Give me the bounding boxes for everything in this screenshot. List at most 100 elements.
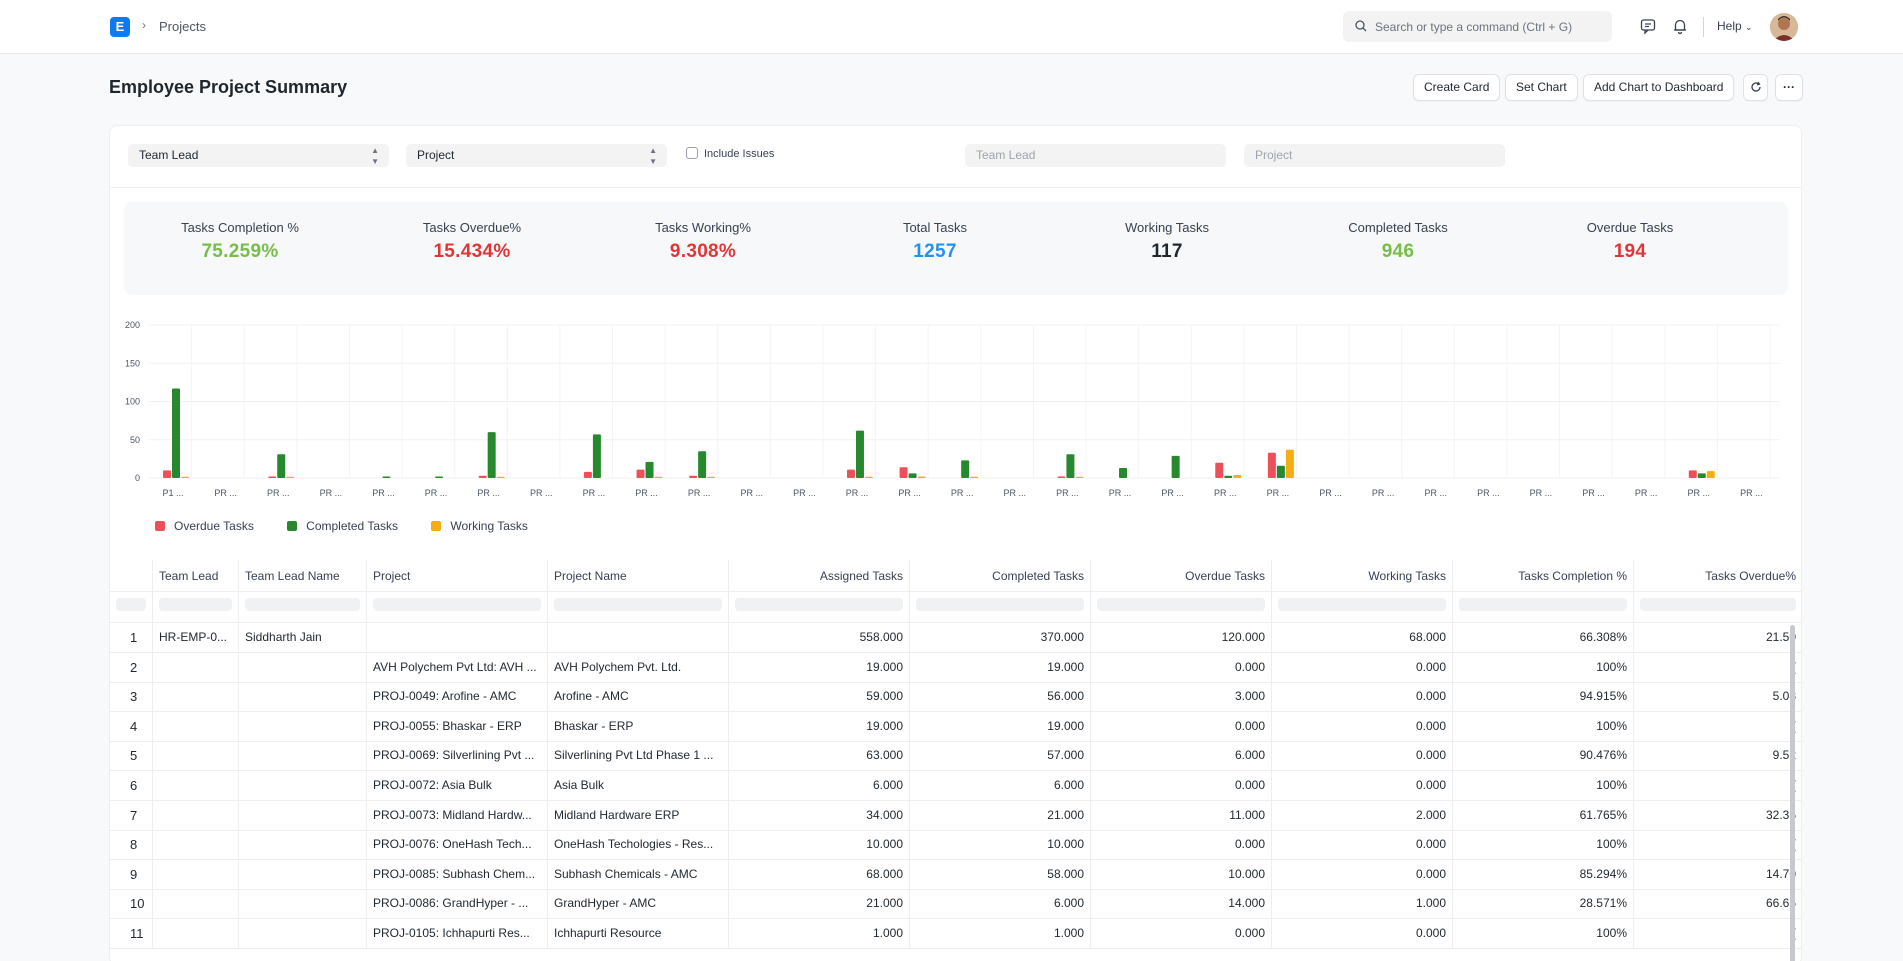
bar-overdue-tasks[interactable] <box>1215 462 1224 478</box>
bar-overdue-tasks[interactable] <box>1267 452 1276 478</box>
team-lead-select[interactable]: Team Lead ▲ ▼ <box>128 144 389 167</box>
bar-working-tasks[interactable] <box>917 476 926 478</box>
cell-tasks-overdue[interactable]: 21.50 <box>1634 623 1801 652</box>
cell-completed-tasks[interactable]: 21.000 <box>910 800 1091 830</box>
cell-working-tasks[interactable]: 1.000 <box>1272 889 1453 919</box>
cell-assigned-tasks[interactable]: 59.000 <box>729 682 910 712</box>
cell-tasks-completion[interactable]: 100% <box>1453 830 1634 860</box>
filter-input[interactable] <box>245 598 360 611</box>
cell-team-lead-name[interactable] <box>239 741 367 771</box>
bar-working-tasks[interactable] <box>970 476 979 478</box>
cell-assigned-tasks[interactable]: 68.000 <box>729 859 910 889</box>
bar-completed-tasks[interactable] <box>277 454 286 478</box>
cell-project[interactable]: PROJ-0076: OneHash Tech... <box>367 830 548 860</box>
bar-completed-tasks[interactable] <box>435 476 444 478</box>
add-chart-to-dashboard-button[interactable]: Add Chart to Dashboard <box>1583 74 1735 101</box>
filter-input[interactable] <box>735 598 903 611</box>
cell-tasks-overdue[interactable]: ( <box>1634 771 1801 800</box>
cell-tasks-completion[interactable]: 66.308% <box>1453 623 1634 652</box>
cell-team-lead[interactable] <box>153 919 239 948</box>
chat-icon[interactable] <box>1639 17 1657 35</box>
cell-team-lead[interactable] <box>153 711 239 741</box>
checkbox-box[interactable] <box>686 147 698 159</box>
bar-completed-tasks[interactable] <box>592 434 601 478</box>
cell-working-tasks[interactable]: 68.000 <box>1272 623 1453 652</box>
cell-tasks-overdue[interactable]: 32.35 <box>1634 801 1801 830</box>
bar-completed-tasks[interactable] <box>172 388 180 478</box>
cell-project[interactable]: PROJ-0069: Silverlining Pvt ... <box>367 741 548 771</box>
legend-item-overdue[interactable]: Overdue Tasks <box>155 519 254 533</box>
cell-team-lead-name[interactable] <box>239 859 367 889</box>
cell-project[interactable]: PROJ-0105: Ichhapurti Res... <box>367 919 548 948</box>
cell-tasks-completion[interactable]: 90.476% <box>1453 741 1634 771</box>
cell-team-lead-name[interactable]: Siddharth Jain <box>239 623 367 652</box>
cell-tasks-completion[interactable]: 100% <box>1453 919 1634 948</box>
cell-overdue-tasks[interactable]: 10.000 <box>1091 859 1272 889</box>
bar-working-tasks[interactable] <box>864 476 873 478</box>
column-header-project[interactable]: Project <box>367 560 548 591</box>
include-issues-checkbox[interactable]: Include Issues <box>686 147 774 160</box>
cell-completed-tasks[interactable]: 370.000 <box>910 623 1091 652</box>
column-header-team-lead-name[interactable]: Team Lead Name <box>239 560 367 591</box>
cell-overdue-tasks[interactable]: 120.000 <box>1091 623 1272 652</box>
cell-tasks-overdue[interactable]: ( <box>1634 830 1801 859</box>
cell-tasks-overdue[interactable]: ( <box>1634 712 1801 741</box>
cell-overdue-tasks[interactable]: 14.000 <box>1091 889 1272 919</box>
column-header-completed-tasks[interactable]: Completed Tasks <box>910 560 1091 591</box>
cell-tasks-completion[interactable]: 100% <box>1453 652 1634 682</box>
cell-assigned-tasks[interactable]: 6.000 <box>729 771 910 800</box>
cell-project-name[interactable]: Subhash Chemicals - AMC <box>548 859 729 889</box>
filter-input[interactable] <box>1278 598 1446 611</box>
cell-working-tasks[interactable]: 0.000 <box>1272 830 1453 860</box>
cell-tasks-overdue[interactable]: ( <box>1634 653 1801 682</box>
filter-input[interactable] <box>159 598 232 611</box>
cell-project-name[interactable]: OneHash Techologies - Res... <box>548 830 729 860</box>
team-lead-filter-input[interactable]: Team Lead <box>965 144 1226 167</box>
more-menu-button[interactable]: ··· <box>1775 74 1803 101</box>
cell-assigned-tasks[interactable]: 19.000 <box>729 652 910 682</box>
cell-project[interactable]: PROJ-0073: Midland Hardw... <box>367 800 548 830</box>
cell-completed-tasks[interactable]: 56.000 <box>910 682 1091 712</box>
cell-assigned-tasks[interactable]: 21.000 <box>729 889 910 919</box>
refresh-button[interactable] <box>1743 74 1768 101</box>
cell-team-lead[interactable] <box>153 741 239 771</box>
cell-tasks-overdue[interactable]: 14.70 <box>1634 860 1801 889</box>
cell-assigned-tasks[interactable]: 63.000 <box>729 741 910 771</box>
cell-overdue-tasks[interactable]: 0.000 <box>1091 830 1272 860</box>
cell-team-lead-name[interactable] <box>239 711 367 741</box>
column-header-team-lead[interactable]: Team Lead <box>153 560 239 591</box>
cell-project[interactable]: PROJ-0086: GrandHyper - ... <box>367 889 548 919</box>
bar-completed-tasks[interactable] <box>1276 465 1285 478</box>
cell-completed-tasks[interactable]: 1.000 <box>910 919 1091 948</box>
cell-tasks-completion[interactable]: 28.571% <box>1453 889 1634 919</box>
bar-completed-tasks[interactable] <box>1697 473 1706 478</box>
bar-completed-tasks[interactable] <box>1119 468 1128 478</box>
cell-tasks-completion[interactable]: 61.765% <box>1453 800 1634 830</box>
cell-assigned-tasks[interactable]: 19.000 <box>729 711 910 741</box>
bar-working-tasks[interactable] <box>654 476 663 478</box>
column-header-project-name[interactable]: Project Name <box>548 560 729 591</box>
bar-completed-tasks[interactable] <box>1224 475 1233 478</box>
cell-project-name[interactable]: Asia Bulk <box>548 771 729 800</box>
cell-project-name[interactable]: AVH Polychem Pvt. Ltd. <box>548 652 729 682</box>
bar-completed-tasks[interactable] <box>1171 455 1180 478</box>
cell-completed-tasks[interactable]: 19.000 <box>910 711 1091 741</box>
bar-working-tasks[interactable] <box>1075 476 1084 478</box>
cell-tasks-overdue[interactable]: 66.66 <box>1634 889 1801 918</box>
vertical-scrollbar[interactable] <box>1790 625 1795 961</box>
bar-overdue-tasks[interactable] <box>268 476 277 478</box>
cell-project[interactable]: PROJ-0049: Arofine - AMC <box>367 682 548 712</box>
bar-working-tasks[interactable] <box>707 476 716 478</box>
cell-team-lead[interactable] <box>153 889 239 919</box>
bar-completed-tasks[interactable] <box>1066 454 1075 478</box>
project-filter-input[interactable]: Project <box>1244 144 1505 167</box>
cell-completed-tasks[interactable]: 6.000 <box>910 889 1091 919</box>
cell-project[interactable]: AVH Polychem Pvt Ltd: AVH ... <box>367 652 548 682</box>
cell-working-tasks[interactable]: 0.000 <box>1272 771 1453 800</box>
column-header-overdue-tasks[interactable]: Overdue Tasks <box>1091 560 1272 591</box>
column-header-tasks-overdue[interactable]: Tasks Overdue% <box>1634 560 1801 591</box>
legend-item-working[interactable]: Working Tasks <box>431 519 528 533</box>
cell-overdue-tasks[interactable]: 0.000 <box>1091 652 1272 682</box>
bar-overdue-tasks[interactable] <box>689 475 698 478</box>
cell-team-lead-name[interactable] <box>239 889 367 919</box>
